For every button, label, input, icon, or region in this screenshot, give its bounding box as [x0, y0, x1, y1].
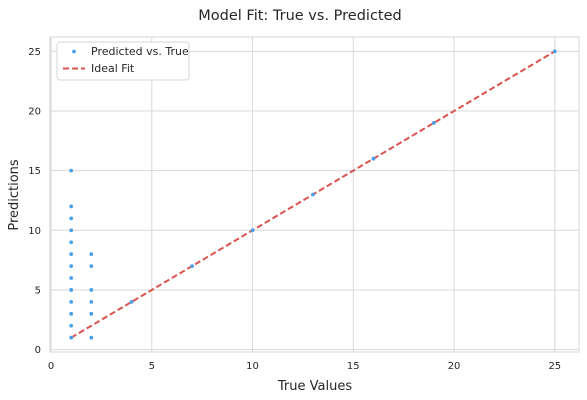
- x-tick-label: 5: [149, 361, 155, 372]
- legend-label-ideal-fit: Ideal Fit: [91, 62, 135, 75]
- legend-box: [56, 41, 190, 81]
- scatter-point: [69, 288, 74, 292]
- y-tick-label: 10: [28, 226, 41, 237]
- scatter-point: [69, 204, 74, 209]
- scatter-point: [69, 264, 74, 268]
- legend-label-predicted: Predicted vs. True: [91, 45, 189, 58]
- scatter-point: [69, 299, 74, 304]
- scatter-point: [69, 240, 74, 245]
- scatter-point: [89, 335, 94, 340]
- chart-title: Model Fit: True vs. Predicted: [198, 8, 401, 24]
- scatter-point: [69, 168, 74, 173]
- scatter-point: [89, 252, 94, 257]
- scatter-point: [89, 311, 94, 316]
- x-tick-label: 25: [548, 361, 561, 372]
- scatter-point: [311, 192, 315, 197]
- scatter-point: [129, 299, 134, 304]
- x-tick-label: 0: [48, 361, 54, 372]
- scatter-point: [371, 156, 376, 161]
- scatter-point: [89, 299, 94, 304]
- x-tick-label: 20: [448, 361, 461, 372]
- tick-labels: 0 5 10 15 20 25 0 5 10 15 20 25: [28, 47, 561, 372]
- scatter-point: [69, 252, 74, 257]
- y-tick-label: 0: [35, 345, 41, 356]
- scatter-point: [69, 323, 74, 328]
- legend-scatter-marker: [72, 49, 76, 54]
- scatter-point: [69, 276, 74, 280]
- scatter-point: [69, 216, 74, 221]
- y-tick-label: 25: [28, 47, 41, 58]
- y-tick-label: 15: [28, 166, 41, 177]
- x-tick-label: 10: [246, 361, 259, 372]
- scatter-point: [250, 228, 255, 233]
- scatter-point: [69, 228, 74, 233]
- scatter-point: [89, 264, 94, 268]
- x-tick-label: 15: [347, 361, 360, 372]
- y-tick-label: 20: [28, 106, 41, 117]
- legend: Predicted vs. True Ideal Fit: [56, 41, 190, 81]
- y-axis-label: Predictions: [7, 159, 22, 231]
- scatter-point: [190, 264, 194, 268]
- y-tick-label: 5: [35, 285, 41, 296]
- scatter-point: [432, 121, 436, 125]
- scatter-point: [89, 288, 94, 292]
- scatter-point: [69, 335, 74, 340]
- scatter-point: [552, 49, 557, 54]
- scatter-points: [69, 49, 557, 340]
- grid-lines: [50, 37, 579, 352]
- scatter-point: [69, 311, 74, 316]
- x-axis-label: True Values: [277, 379, 352, 394]
